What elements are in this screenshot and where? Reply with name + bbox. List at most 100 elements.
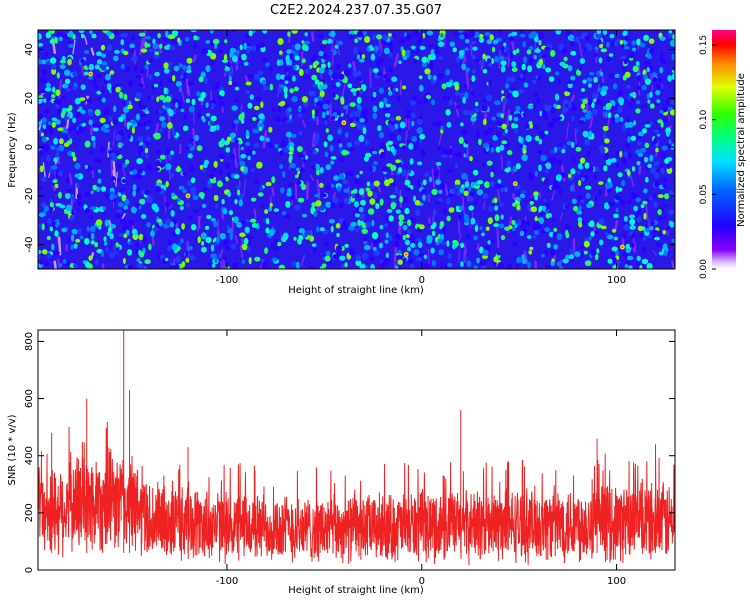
heatmap-cell [322, 54, 329, 60]
heatmap-cell [64, 129, 68, 134]
heatmap-cell [265, 218, 270, 225]
heatmap-streak [652, 250, 657, 256]
heatmap-cell [644, 78, 652, 85]
heatmap-cell [630, 97, 635, 102]
heatmap-cell [274, 143, 279, 149]
heatmap-cell [528, 46, 534, 51]
heatmap-cell [261, 261, 268, 269]
heatmap-cell [211, 263, 216, 268]
heatmap-cell [553, 227, 558, 232]
heatmap-cell [542, 110, 548, 118]
heatmap-cell [304, 45, 309, 52]
heatmap-cell [100, 250, 105, 258]
heatmap-streak [559, 212, 563, 221]
heatmap-streak [369, 68, 372, 88]
heatmap-cell [148, 58, 153, 64]
heatmap-cell [493, 223, 499, 228]
heatmap-cell [191, 98, 196, 106]
heatmap-cell [101, 66, 106, 71]
heatmap-cell [570, 141, 575, 149]
heatmap-cell [364, 36, 371, 43]
heatmap-cell [201, 91, 206, 99]
heatmap-cell [118, 164, 122, 169]
heatmap-cell [527, 65, 533, 73]
heatmap-cell [655, 90, 661, 96]
heatmap-cell [372, 91, 377, 98]
heatmap-cell [395, 87, 399, 92]
heatmap-cell [58, 191, 62, 199]
heatmap-cell [318, 50, 324, 57]
heatmap-cell [165, 101, 171, 108]
heatmap-cell [96, 51, 102, 57]
heatmap-cell [396, 135, 402, 141]
heatmap-cell [90, 190, 94, 195]
heatmap-cell [231, 105, 238, 111]
heatmap-cell [69, 111, 73, 119]
heatmap-cell [672, 34, 675, 40]
heatmap-cell [240, 146, 244, 151]
heatmap-cell [664, 158, 670, 164]
heatmap-streak [454, 101, 460, 117]
heatmap-cell [304, 40, 310, 45]
heatmap-cell [94, 242, 99, 248]
heatmap-cell [513, 116, 519, 122]
heatmap-cell [463, 190, 469, 196]
heatmap-cell [655, 242, 663, 248]
heatmap-cell [51, 165, 58, 170]
heatmap-cell [220, 138, 225, 145]
heatmap-cell [97, 96, 102, 102]
heatmap-cell [595, 33, 600, 39]
heatmap-cell [534, 194, 538, 201]
heatmap-cell [271, 106, 276, 112]
heatmap-cell [319, 206, 325, 211]
heatmap-cell [410, 112, 416, 119]
heatmap-cell [147, 196, 153, 204]
heatmap-cell [458, 49, 465, 56]
heatmap-cell [565, 224, 570, 231]
heatmap-cell [180, 238, 184, 244]
heatmap-cell [665, 130, 670, 137]
heatmap-streak [614, 219, 619, 230]
heatmap-cell [173, 218, 178, 225]
heatmap-cell [245, 90, 251, 95]
heatmap-cell [175, 228, 181, 235]
heatmap-cell [56, 150, 60, 158]
heatmap-cell [532, 79, 537, 84]
heatmap-streak [332, 192, 337, 200]
heatmap-cell [92, 141, 96, 149]
heatmap-cell [167, 245, 173, 252]
heatmap-streak [638, 165, 642, 175]
heatmap-cell [598, 218, 605, 225]
heatmap-cell [635, 108, 641, 114]
heatmap-cell [541, 54, 547, 59]
heatmap-cell [588, 83, 592, 88]
heatmap-cell [476, 189, 484, 196]
heatmap-cell [145, 136, 151, 142]
heatmap-cell [187, 215, 193, 220]
heatmap-cell [476, 180, 484, 185]
heatmap-cell [319, 227, 325, 232]
heatmap-cell [453, 31, 459, 36]
heatmap-cell [362, 31, 367, 36]
heatmap-cell [338, 203, 344, 208]
heatmap-cell [593, 52, 598, 57]
heatmap-cell [623, 151, 628, 158]
heatmap-cell [356, 54, 360, 60]
heatmap-cell [193, 209, 200, 214]
heatmap-cell [596, 30, 602, 35]
heatmap-cell [635, 197, 641, 203]
heatmap-cell [504, 168, 511, 173]
heatmap-cell [48, 30, 54, 34]
heatmap-cell [604, 138, 610, 144]
heatmap-cell [142, 143, 147, 150]
heatmap-cell [41, 69, 48, 74]
heatmap-cell [472, 46, 478, 51]
heatmap-cell [364, 139, 369, 146]
heatmap-cell [492, 135, 498, 141]
heatmap-cell [235, 49, 240, 55]
heatmap-cell [92, 184, 97, 191]
heatmap-cell [71, 228, 78, 235]
heatmap-cell [666, 225, 671, 231]
heatmap-cell [74, 162, 81, 170]
heatmap-cell [586, 203, 593, 209]
